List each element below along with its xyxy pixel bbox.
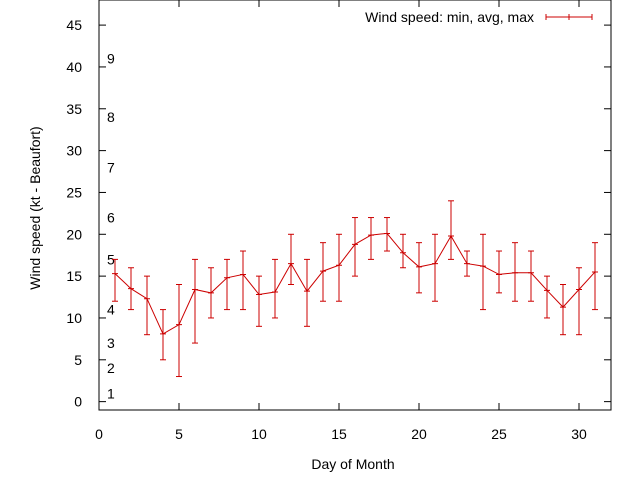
data-point <box>576 286 582 293</box>
beaufort-label: 3 <box>107 335 115 351</box>
legend-label: Wind speed: min, avg, max <box>365 9 534 25</box>
beaufort-label: 9 <box>107 51 115 67</box>
y-axis-label: Wind speed (kt - Beaufort) <box>27 126 43 289</box>
y-tick-label: 15 <box>66 268 82 284</box>
x-tick-label: 10 <box>251 426 267 442</box>
beaufort-label: 6 <box>107 210 115 226</box>
x-tick-label: 5 <box>175 426 183 442</box>
beaufort-label: 8 <box>107 109 115 125</box>
data-points <box>112 230 598 337</box>
data-point <box>352 241 358 248</box>
x-tick-label: 20 <box>411 426 427 442</box>
data-point <box>544 287 550 294</box>
data-point <box>288 260 294 267</box>
data-point <box>160 330 166 337</box>
data-point <box>272 289 278 296</box>
data-point <box>192 286 198 293</box>
data-point <box>512 269 518 276</box>
plot-frame <box>98 0 612 411</box>
data-point <box>256 291 262 298</box>
beaufort-label: 5 <box>107 251 115 267</box>
data-point <box>416 263 422 270</box>
y-tick-label: 25 <box>66 184 82 200</box>
data-point <box>320 268 326 275</box>
data-point <box>592 268 598 275</box>
y-tick-label: 30 <box>66 143 82 159</box>
data-point <box>144 295 150 302</box>
beaufort-label: 4 <box>107 302 115 318</box>
beaufort-label: 1 <box>107 385 115 401</box>
data-point <box>448 232 454 239</box>
x-tick-label: 30 <box>571 426 587 442</box>
y-tick-label: 5 <box>74 352 82 368</box>
y-tick-label: 45 <box>66 17 82 33</box>
x-tick-label: 15 <box>331 426 347 442</box>
error-bars <box>112 200 598 378</box>
data-point <box>368 232 374 239</box>
data-point <box>496 271 502 278</box>
data-point <box>240 271 246 278</box>
legend: Wind speed: min, avg, max <box>365 9 593 25</box>
data-point <box>304 288 310 295</box>
data-point <box>176 321 182 328</box>
data-point <box>528 269 534 276</box>
data-point <box>336 262 342 269</box>
x-axis-label: Day of Month <box>311 456 394 472</box>
data-point <box>560 304 566 311</box>
y-tick-label: 40 <box>66 59 82 75</box>
y-tick-label: 20 <box>66 226 82 242</box>
data-point <box>224 274 230 281</box>
data-point <box>400 249 406 256</box>
data-point <box>112 270 118 277</box>
beaufort-label: 2 <box>107 360 115 376</box>
data-point <box>128 285 134 292</box>
x-tick-label: 0 <box>95 426 103 442</box>
data-point <box>208 289 214 296</box>
data-point <box>432 260 438 267</box>
beaufort-label: 7 <box>107 159 115 175</box>
data-point <box>464 260 470 267</box>
y-tick-label: 10 <box>66 310 82 326</box>
beaufort-scale: 1 2 3 4 5 6 7 8 9 <box>107 51 115 402</box>
x-tick-label: 25 <box>491 426 507 442</box>
y-tick-label: 35 <box>66 101 82 117</box>
y-tick-label: 0 <box>74 394 82 410</box>
data-point <box>480 263 486 270</box>
legend-sample <box>545 14 593 20</box>
data-point <box>384 230 390 237</box>
